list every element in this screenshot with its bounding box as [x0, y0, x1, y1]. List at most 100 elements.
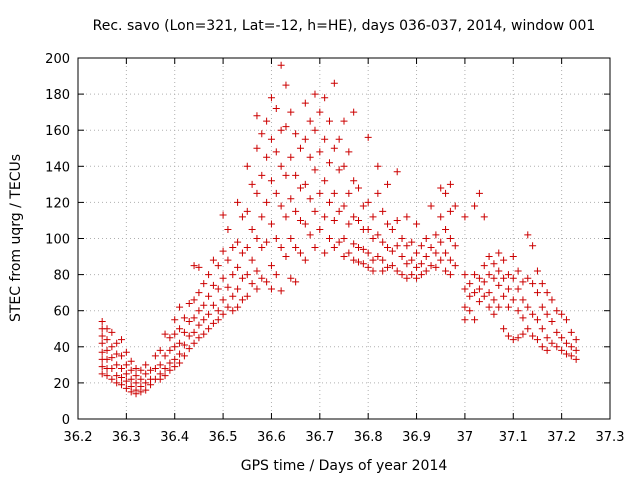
data-point [427, 202, 435, 210]
data-point [437, 256, 445, 264]
data-point [272, 189, 280, 197]
data-point [272, 148, 280, 156]
data-point [533, 336, 541, 344]
data-point [553, 328, 561, 336]
data-point [417, 242, 425, 250]
data-point [461, 213, 469, 221]
data-point [98, 348, 106, 356]
data-point [340, 117, 348, 125]
data-point [277, 126, 285, 134]
x-tick-label: 36.4 [160, 430, 189, 445]
data-point [388, 262, 396, 270]
data-point [311, 126, 319, 134]
data-point [384, 244, 392, 252]
data-point [132, 390, 140, 398]
data-point [267, 262, 275, 270]
data-point [422, 235, 430, 242]
data-point [258, 130, 266, 138]
data-point [185, 332, 193, 340]
data-point [355, 244, 363, 252]
data-point [485, 289, 493, 297]
data-point [282, 81, 290, 89]
data-point [238, 213, 246, 221]
data-point [296, 216, 304, 224]
data-point [248, 225, 256, 233]
data-point [258, 244, 266, 252]
data-point [364, 249, 372, 257]
y-tick-label: 200 [45, 52, 70, 67]
data-point [359, 260, 367, 268]
data-point [504, 332, 512, 340]
data-point [122, 370, 130, 378]
data-point [345, 148, 353, 156]
data-point [311, 166, 319, 174]
x-tick-label: 37.3 [596, 430, 625, 445]
data-point [321, 213, 329, 221]
y-tick-label: 120 [45, 196, 70, 211]
data-point [316, 225, 324, 233]
data-point [127, 366, 135, 374]
data-point [287, 274, 295, 282]
data-point [490, 296, 498, 304]
data-point [301, 99, 309, 107]
data-point [171, 330, 179, 338]
data-point [195, 263, 203, 271]
data-point [209, 319, 217, 327]
data-point [214, 316, 222, 324]
data-point [500, 256, 508, 264]
data-point [446, 235, 454, 242]
data-point [567, 352, 575, 360]
x-tick-label: 36.8 [354, 430, 383, 445]
data-point [495, 281, 503, 289]
data-point [490, 260, 498, 268]
data-point [234, 263, 242, 271]
data-point [321, 94, 329, 102]
data-point [301, 256, 309, 264]
data-point [200, 316, 208, 324]
data-point [132, 372, 140, 380]
data-point [263, 198, 271, 206]
data-point [137, 375, 145, 383]
data-point [350, 108, 358, 116]
data-point [495, 303, 503, 311]
data-point [103, 346, 111, 354]
data-point [137, 388, 145, 396]
data-point [437, 213, 445, 221]
data-point [350, 177, 358, 185]
data-point [306, 117, 314, 125]
data-point [195, 289, 203, 297]
data-point [466, 292, 474, 300]
data-point [529, 242, 537, 250]
data-point [272, 105, 280, 113]
data-point [374, 231, 382, 239]
y-tick-label: 40 [53, 341, 70, 356]
data-point [108, 343, 116, 351]
data-point [514, 307, 522, 315]
x-tick-label: 36.3 [112, 430, 141, 445]
data-point [422, 267, 430, 275]
data-point [475, 298, 483, 306]
data-point [238, 249, 246, 257]
data-point [538, 325, 546, 333]
data-point [335, 166, 343, 174]
data-point [185, 345, 193, 353]
data-point [263, 278, 271, 286]
data-point [379, 207, 387, 215]
data-point [413, 274, 421, 282]
data-point [122, 348, 130, 356]
data-point [214, 285, 222, 293]
x-tick-label: 36.6 [257, 430, 286, 445]
data-point [238, 274, 246, 282]
data-point [147, 381, 155, 389]
y-tick-label: 140 [45, 160, 70, 175]
data-point [330, 144, 338, 152]
data-point [161, 352, 169, 360]
data-point [98, 339, 106, 347]
data-point [475, 189, 483, 197]
data-point [500, 325, 508, 333]
data-point [388, 247, 396, 255]
data-point [533, 267, 541, 275]
data-point [461, 271, 469, 279]
data-point [200, 280, 208, 288]
data-point [229, 244, 237, 252]
